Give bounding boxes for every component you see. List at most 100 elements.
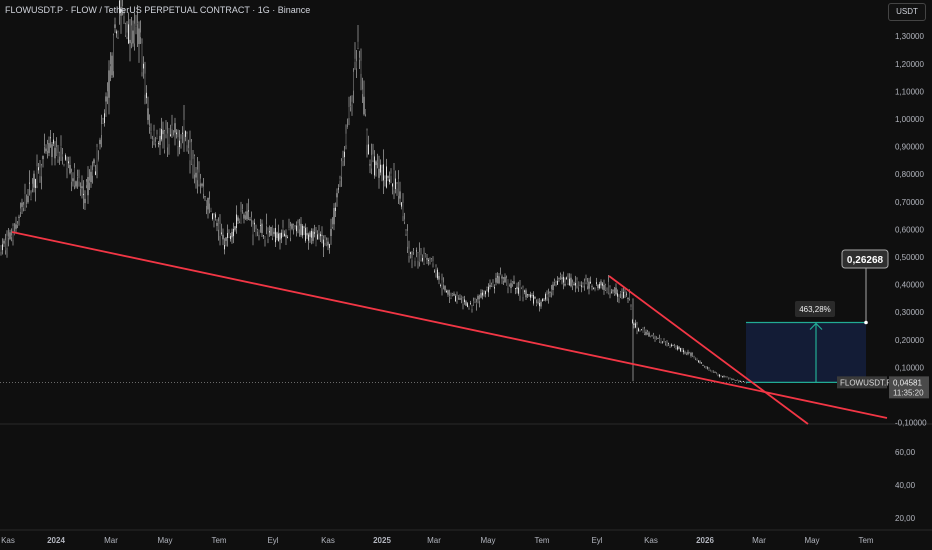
candle-body bbox=[29, 182, 30, 184]
candle-body bbox=[549, 292, 551, 293]
candle-body bbox=[600, 281, 602, 286]
candle-body bbox=[62, 154, 63, 157]
candle-body bbox=[729, 378, 731, 380]
candle-body bbox=[573, 283, 575, 286]
candle-body bbox=[507, 279, 509, 288]
candle-body bbox=[252, 224, 254, 235]
candle-body bbox=[459, 298, 461, 300]
candle-body bbox=[717, 374, 719, 376]
candle-body bbox=[401, 202, 402, 207]
candle-body bbox=[53, 139, 54, 144]
candle-body bbox=[194, 156, 195, 175]
candle-body bbox=[647, 332, 648, 334]
candle-body bbox=[540, 301, 542, 307]
candle-body bbox=[26, 204, 27, 206]
candle-body bbox=[59, 152, 60, 157]
candle-body bbox=[620, 291, 621, 294]
candle-body bbox=[305, 227, 306, 241]
candle-body bbox=[285, 234, 287, 238]
candle-body bbox=[513, 281, 515, 284]
price-tick: 0,20000 bbox=[895, 336, 924, 345]
candle-body bbox=[657, 338, 659, 339]
candle-body bbox=[453, 293, 455, 296]
candle-body bbox=[611, 291, 612, 293]
candle-body bbox=[351, 101, 353, 105]
candle-body bbox=[224, 245, 225, 250]
candle-body bbox=[561, 277, 563, 280]
candle-body bbox=[429, 260, 431, 262]
candle-body bbox=[63, 164, 65, 166]
candle-body bbox=[9, 232, 11, 239]
candle-body bbox=[321, 235, 323, 236]
candle-body bbox=[99, 139, 101, 145]
candle-body bbox=[614, 292, 615, 295]
candle-body bbox=[206, 201, 207, 206]
candle-body bbox=[695, 357, 696, 359]
candle-body bbox=[590, 281, 591, 284]
candle-body bbox=[41, 165, 42, 177]
price-tick: 0,90000 bbox=[895, 143, 924, 152]
candle-body bbox=[632, 320, 633, 324]
candle-body bbox=[216, 222, 218, 226]
candle-body bbox=[312, 231, 314, 241]
candle-body bbox=[228, 233, 230, 238]
candle-body bbox=[203, 186, 204, 194]
candle-body bbox=[557, 280, 558, 285]
candle-body bbox=[737, 379, 738, 381]
candle-body bbox=[330, 229, 332, 236]
candle-body bbox=[81, 186, 83, 189]
candle-body bbox=[663, 340, 665, 342]
candle-body bbox=[651, 335, 653, 337]
candle-body bbox=[630, 306, 632, 310]
candle-body bbox=[506, 278, 507, 286]
candle-body bbox=[570, 277, 572, 287]
candle-body bbox=[207, 197, 209, 210]
candle-body bbox=[425, 253, 426, 258]
candle-body bbox=[315, 232, 317, 246]
candle-body bbox=[212, 213, 213, 220]
candle-body bbox=[512, 282, 513, 285]
candle-body bbox=[546, 294, 548, 298]
candle-body bbox=[3, 240, 5, 244]
candle-body bbox=[587, 281, 588, 287]
currency-button[interactable]: USDT bbox=[888, 3, 926, 21]
candle-body bbox=[153, 130, 155, 139]
candle-body bbox=[372, 154, 374, 161]
candle-body bbox=[201, 183, 203, 186]
candle-body bbox=[240, 211, 242, 223]
symbol-tag-bg bbox=[837, 376, 887, 389]
candle-body bbox=[440, 284, 441, 286]
candle-body bbox=[723, 375, 725, 377]
candle-body bbox=[510, 283, 512, 289]
candle-body bbox=[134, 23, 135, 44]
candle-body bbox=[551, 289, 552, 293]
candle-body bbox=[222, 234, 224, 240]
time-tick: Eyl bbox=[267, 536, 278, 545]
candle-body bbox=[377, 161, 378, 163]
candle-body bbox=[668, 342, 669, 344]
candle-body bbox=[542, 298, 543, 302]
candle-body bbox=[710, 370, 711, 372]
candle-body bbox=[329, 244, 330, 248]
candle-body bbox=[344, 151, 345, 158]
percent-label: 463,28% bbox=[799, 305, 831, 314]
candle-body bbox=[654, 339, 656, 340]
candle-body bbox=[689, 352, 690, 354]
candle-body bbox=[521, 287, 522, 289]
arrow-up-icon bbox=[809, 322, 823, 330]
candle-body bbox=[414, 257, 416, 261]
candle-body bbox=[150, 131, 152, 133]
candle-body bbox=[518, 287, 519, 294]
candle-body bbox=[276, 232, 278, 239]
candle-body bbox=[180, 138, 182, 144]
candle-body bbox=[135, 25, 137, 27]
candle-body bbox=[162, 130, 164, 135]
candle-body bbox=[714, 371, 716, 373]
candle-body bbox=[45, 148, 47, 152]
candle-body bbox=[260, 225, 261, 226]
candle-body bbox=[498, 276, 500, 284]
candle-body bbox=[299, 225, 300, 230]
candle-body bbox=[642, 328, 644, 333]
candle-body bbox=[449, 296, 450, 298]
